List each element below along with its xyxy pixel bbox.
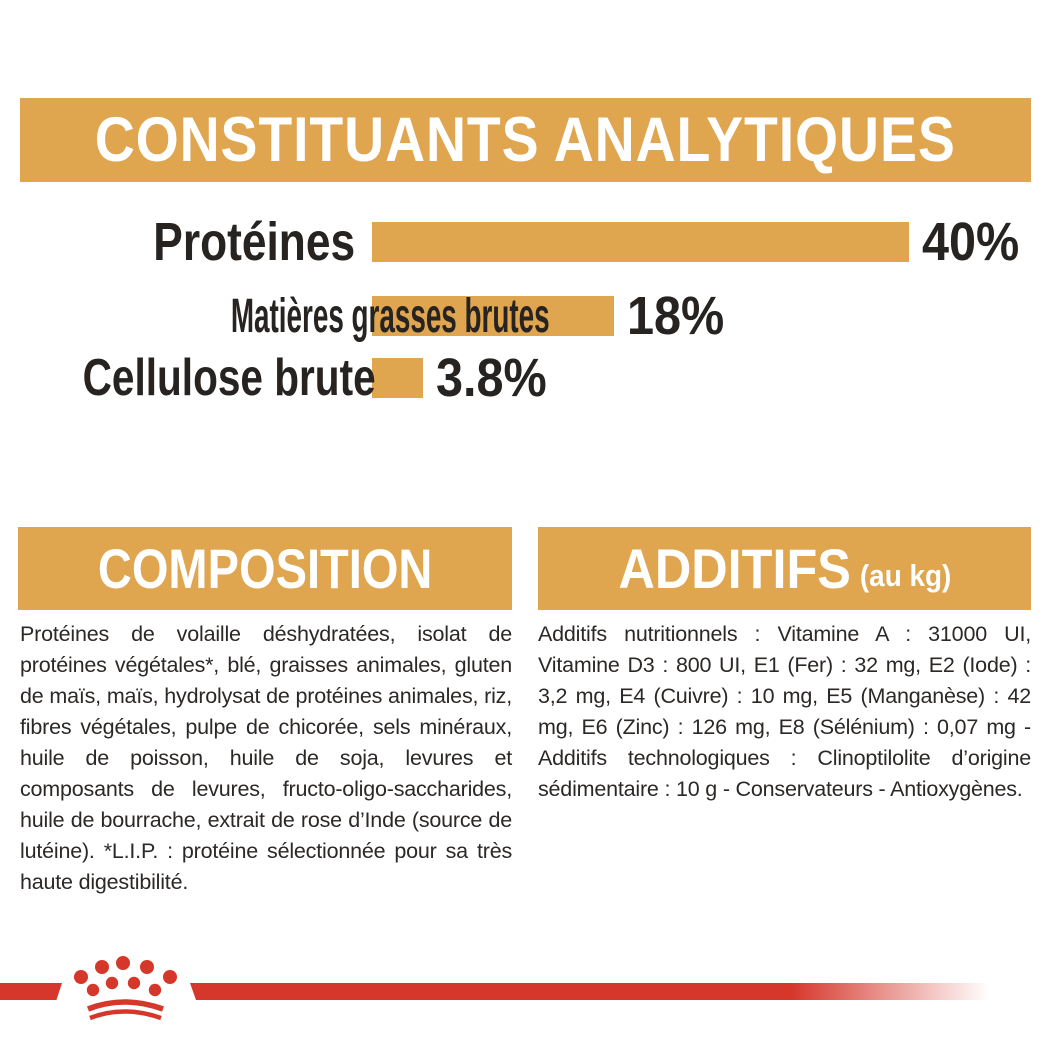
- footer-red-line-left: [0, 983, 62, 1000]
- chart-row-matieres-grasses: Matières grasses brutes 18%: [0, 286, 1049, 346]
- analytical-constituents-title: CONSTITUANTS ANALYTIQUES: [95, 105, 956, 175]
- additifs-banner: ADDITIFS (au kg): [538, 527, 1031, 610]
- additifs-title-group: ADDITIFS (au kg): [618, 536, 951, 601]
- analytical-constituents-banner: CONSTITUANTS ANALYTIQUES: [20, 98, 1031, 182]
- bar-value: 18%: [627, 286, 725, 346]
- additifs-title: ADDITIFS: [618, 537, 851, 600]
- composition-title: COMPOSITION: [97, 537, 433, 600]
- bar-matieres-grasses: [372, 296, 614, 336]
- bar-label: Protéines: [153, 212, 355, 272]
- bar-value: 40%: [922, 212, 1020, 272]
- bar-proteines: [372, 222, 909, 262]
- bar-label: Matières grasses brutes: [230, 289, 550, 343]
- chart-row-cellulose: Cellulose brute 3.8%: [0, 348, 1049, 408]
- additifs-paragraph: Additifs nutritionnels : Vitamine A : 31…: [538, 622, 1031, 801]
- composition-paragraph: Protéines de volaille déshydratées, isol…: [20, 622, 512, 894]
- bar-value: 3.8%: [436, 348, 547, 408]
- bar-cellulose: [372, 358, 423, 398]
- additifs-title-suffix: (au kg): [859, 557, 951, 593]
- composition-banner: COMPOSITION: [18, 527, 512, 610]
- chart-row-proteines: Protéines 40%: [0, 212, 1049, 272]
- bar-label: Cellulose brute: [82, 349, 376, 407]
- footer-red-line-right: [190, 983, 1049, 1000]
- royal-canin-crown-icon: [74, 956, 177, 1021]
